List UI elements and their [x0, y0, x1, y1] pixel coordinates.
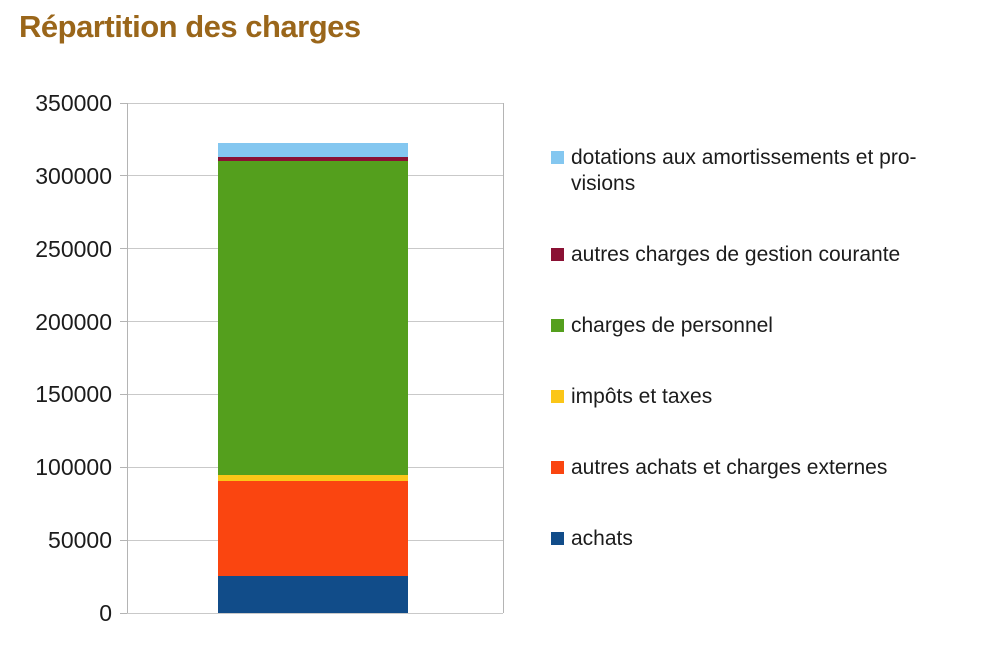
- legend-label: achats: [571, 527, 633, 550]
- gridline: [127, 102, 503, 104]
- stacked-bar: [218, 103, 408, 613]
- y-tick: [120, 612, 127, 614]
- bar-segment-autres-charges-de-gestion-courante: [218, 156, 408, 161]
- legend-swatch-icon: [551, 248, 564, 261]
- y-tick-label: 300000: [35, 162, 112, 189]
- y-tick: [120, 466, 127, 468]
- legend-label: autres achats et charges externes: [571, 456, 888, 479]
- legend: dotations aux amortissements et pro- vis…: [551, 145, 981, 552]
- legend-item: autres charges de gestion courante: [551, 242, 981, 268]
- legend-item: charges de personnel: [551, 313, 981, 339]
- y-tick: [120, 321, 127, 323]
- legend-item: impôts et taxes: [551, 384, 981, 410]
- y-tick-label: 200000: [35, 308, 112, 335]
- legend-item: achats: [551, 526, 981, 552]
- legend-swatch-icon: [551, 151, 564, 164]
- y-tick: [120, 539, 127, 541]
- legend-swatch-icon: [551, 461, 564, 474]
- legend-item: autres achats et charges externes: [551, 455, 981, 481]
- legend-swatch-icon: [551, 532, 564, 545]
- y-tick-label: 150000: [35, 381, 112, 408]
- legend-swatch-icon: [551, 319, 564, 332]
- legend-swatch-icon: [551, 390, 564, 403]
- y-tick-label: 100000: [35, 454, 112, 481]
- bar-segment-autres-achats-et-charges-externes: [218, 481, 408, 576]
- gridline: [127, 612, 503, 614]
- y-tick: [120, 248, 127, 250]
- y-tick-label: 350000: [35, 90, 112, 116]
- legend-label: charges de personnel: [571, 314, 773, 337]
- legend-label: impôts et taxes: [571, 385, 713, 408]
- y-tick: [120, 175, 127, 177]
- y-tick: [120, 102, 127, 104]
- y-tick-label: 250000: [35, 235, 112, 262]
- bar-segment-charges-de-personnel: [218, 160, 408, 475]
- y-tick-label: 0: [99, 600, 112, 626]
- chart-title: Répartition des charges: [19, 9, 361, 44]
- plot-right-border: [503, 103, 504, 613]
- legend-item: dotations aux amortissements et pro- vis…: [551, 145, 981, 197]
- bar-segment-dotations-aux-amortissements-et-provisions: [218, 143, 408, 157]
- y-tick-label: 50000: [48, 527, 112, 554]
- bar-segment-achats: [218, 575, 408, 613]
- bar-segment-imp-ts-et-taxes: [218, 474, 408, 482]
- legend-label: dotations aux amortissements et pro- vis…: [571, 146, 917, 195]
- y-axis-line: [127, 103, 128, 613]
- y-tick: [120, 393, 127, 395]
- legend-label: autres charges de gestion courante: [571, 243, 901, 266]
